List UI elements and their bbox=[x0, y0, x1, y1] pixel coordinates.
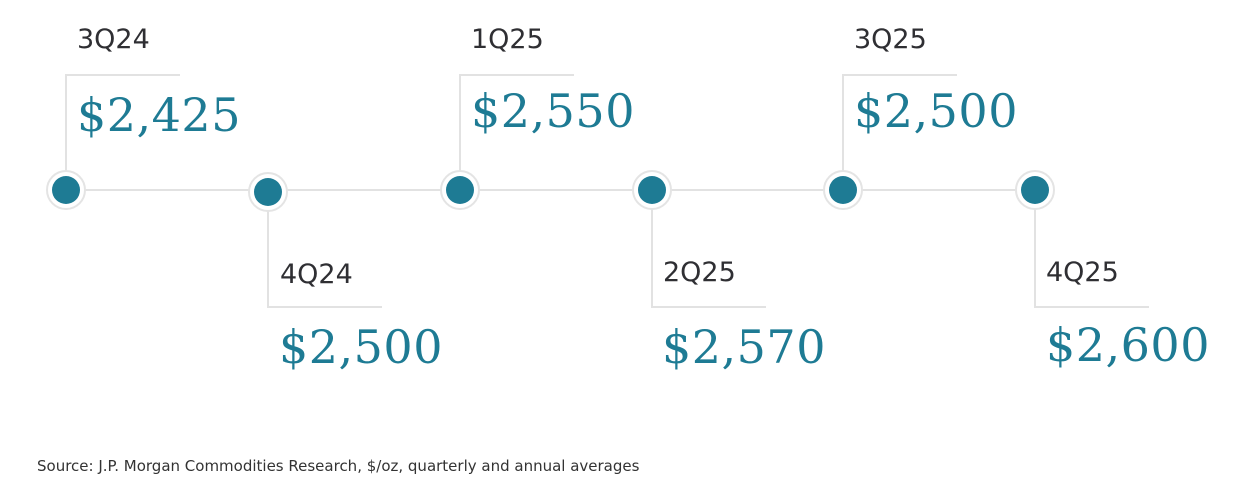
connector-3q25 bbox=[842, 74, 957, 190]
price-label-1q25: $2,550 bbox=[471, 84, 635, 138]
connector-2q25 bbox=[651, 190, 766, 308]
node-2q25 bbox=[632, 170, 672, 210]
node-4q24 bbox=[248, 172, 288, 212]
quarter-label-1q25: 1Q25 bbox=[471, 24, 544, 55]
connector-4q25 bbox=[1034, 190, 1149, 308]
node-3q25 bbox=[823, 170, 863, 210]
quarter-label-2q25: 2Q25 bbox=[663, 257, 736, 288]
node-4q25 bbox=[1015, 170, 1055, 210]
connector-1q25 bbox=[459, 74, 574, 190]
quarter-label-3q25: 3Q25 bbox=[854, 24, 927, 55]
price-label-3q24: $2,425 bbox=[77, 88, 241, 142]
price-label-3q25: $2,500 bbox=[854, 84, 1018, 138]
node-3q24 bbox=[46, 170, 86, 210]
price-label-2q25: $2,570 bbox=[662, 320, 826, 374]
connector-4q24 bbox=[267, 190, 382, 308]
node-1q25 bbox=[440, 170, 480, 210]
price-label-4q25: $2,600 bbox=[1046, 318, 1210, 372]
price-label-4q24: $2,500 bbox=[279, 320, 443, 374]
connector-3q24 bbox=[65, 74, 180, 190]
quarter-label-4q24: 4Q24 bbox=[280, 259, 353, 290]
quarter-label-4q25: 4Q25 bbox=[1046, 257, 1119, 288]
source-note: Source: J.P. Morgan Commodities Research… bbox=[37, 457, 640, 475]
quarter-label-3q24: 3Q24 bbox=[77, 24, 150, 55]
